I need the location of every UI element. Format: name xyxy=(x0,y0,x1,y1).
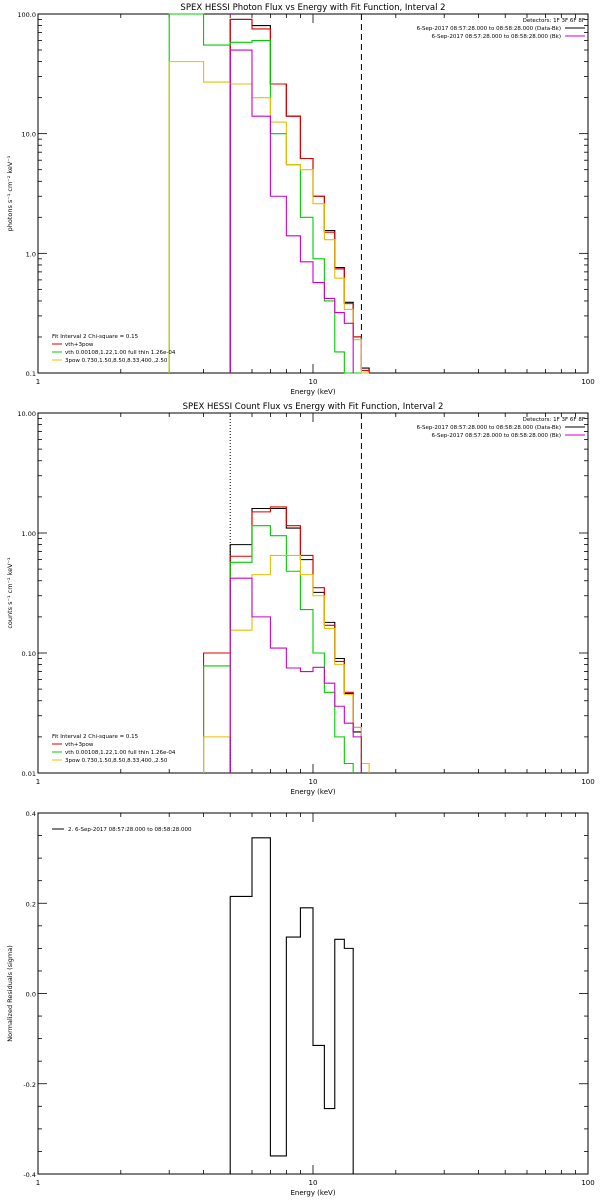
panel-2-xtick-label: 1 xyxy=(36,778,40,786)
panel-1-series-red xyxy=(229,18,370,373)
panel-1-ylabel: photons s⁻¹ cm⁻² keV⁻¹ xyxy=(6,155,14,231)
panel-2-series-black xyxy=(229,507,362,773)
panel-1-ytick-label: 0.1 xyxy=(26,370,36,378)
panel-1-title: SPEX HESSI Photon Flux vs Energy with Fi… xyxy=(180,3,445,13)
panel-1-xtick-label: 100 xyxy=(581,378,594,386)
panel-1-fit-header: Fit Interval 2 Chi-square = 0.15 xyxy=(52,334,139,340)
panel-2-ytick-label: 0.01 xyxy=(22,770,36,778)
panel-3-xtick-label: 10 xyxy=(309,1179,318,1187)
panel-2-ylabel: counts s⁻¹ cm⁻² keV⁻¹ xyxy=(6,557,14,629)
panel-2-xtick-label: 10 xyxy=(309,778,318,786)
panel-2-title: SPEX HESSI Count Flux vs Energy with Fit… xyxy=(183,402,444,412)
panel-3-legend-entry: 2. 6-Sep-2017 08:57:28.000 to 08:58:28.0… xyxy=(68,827,192,833)
panel-1-series-green xyxy=(168,13,362,374)
panel-2-legend-header: Detectors: 1F 3F 6F 8F xyxy=(523,417,585,423)
panel-1-xlabel: Energy (keV) xyxy=(290,388,335,396)
panel-1 xyxy=(37,13,589,374)
panel-2-series-magenta xyxy=(229,577,362,773)
panel-1-xtick-label: 1 xyxy=(36,378,40,386)
panel-3 xyxy=(37,812,589,1175)
panel-2-ytick-label: 10.00 xyxy=(17,410,36,418)
panel-2-series-green xyxy=(203,525,354,773)
panel-2-legend-entry: 6-Sep-2017 08:57:28.000 to 08:58:28.000 … xyxy=(432,433,562,439)
panel-3-xlabel: Energy (keV) xyxy=(290,1189,335,1197)
panel-2-fit-entry: 3pow 0.730,1.50,8.50,8.33,400.,2.50 xyxy=(65,758,168,764)
panel-2-ytick-label: 1.00 xyxy=(22,530,36,538)
panel-2-fit-entry: vth 0.00108,1.22,1.00 full thin 1.26e-04 xyxy=(65,750,176,756)
panel-2-series-red xyxy=(203,506,362,773)
panel-1-ytick-label: 1.0 xyxy=(26,250,36,258)
panel-2-ytick-label: 0.10 xyxy=(22,650,36,658)
panel-3-ylabel: Normalized Residuals (sigma) xyxy=(6,945,14,1042)
panel-1-series-black xyxy=(229,18,370,373)
panel-3-xtick-label: 1 xyxy=(36,1179,40,1187)
panel-2-xtick-label: 100 xyxy=(581,778,594,786)
panel-3-ytick-label: 0.0 xyxy=(26,991,36,999)
panel-1-legend-entry: 6-Sep-2017 08:57:28.000 to 08:58:28.000 … xyxy=(432,34,562,40)
panel-2-fit-header: Fit Interval 2 Chi-square = 0.15 xyxy=(52,734,139,740)
panel-1-ytick-label: 100.0 xyxy=(17,11,36,19)
panel-2-fit-entry: vth+3pow xyxy=(65,742,94,748)
panel-3-xtick-label: 100 xyxy=(581,1179,594,1187)
panel-1-legend-entry: 6-Sep-2017 08:57:28.000 to 08:58:28.000 … xyxy=(417,26,561,32)
panel-3-ytick-label: 0.4 xyxy=(26,810,36,818)
panel-2 xyxy=(37,412,589,774)
panel-1-legend-header: Detectors: 1F 3F 6F 8F xyxy=(523,18,585,24)
panel-3-ytick-label: -0.2 xyxy=(23,1081,36,1089)
panel-2-legend-entry: 6-Sep-2017 08:57:28.000 to 08:58:28.000 … xyxy=(417,425,561,431)
panel-1-fit-entry: 3pow 0.730,1.50,8.50,8.33,400.,2.50 xyxy=(65,358,168,364)
panel-3-series-black xyxy=(229,837,354,1174)
panel-1-fit-entry: vth+3pow xyxy=(65,342,94,348)
panel-1-fit-entry: vth 0.00108,1.22,1.00 full thin 1.26e-04 xyxy=(65,350,176,356)
panel-3-ytick-label: 0.2 xyxy=(26,900,36,908)
panel-1-series-yellow xyxy=(168,61,370,374)
panel-1-ytick-label: 10.0 xyxy=(22,131,36,139)
panel-2-xlabel: Energy (keV) xyxy=(290,788,335,796)
panel-1-xtick-label: 10 xyxy=(309,378,318,386)
panel-3-ytick-label: -0.4 xyxy=(23,1171,36,1179)
panel-1-series-magenta xyxy=(229,49,354,373)
